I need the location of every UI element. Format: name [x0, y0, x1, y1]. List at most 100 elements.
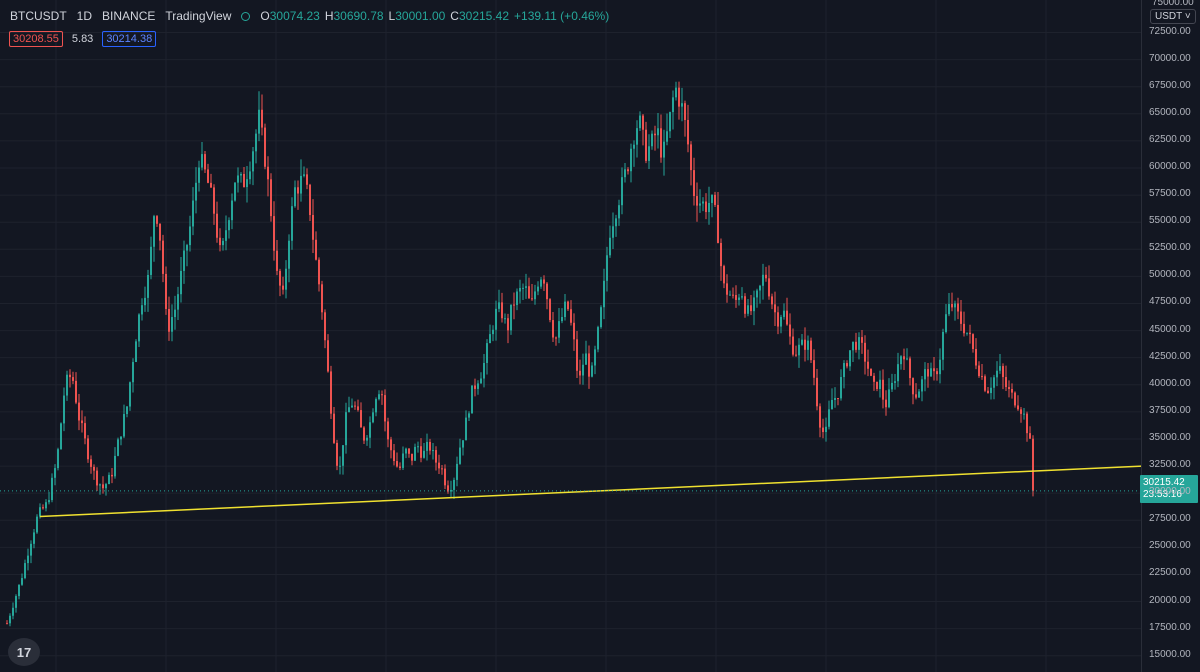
- candle-body: [465, 417, 467, 441]
- chevron-down-icon: ˅: [1184, 11, 1191, 22]
- candle-body: [456, 463, 458, 480]
- candle-body: [915, 394, 917, 398]
- candle-body: [939, 359, 941, 375]
- candle-body: [750, 305, 752, 312]
- candle-body: [288, 240, 290, 269]
- candle-body: [282, 285, 284, 290]
- candle-body: [360, 410, 362, 428]
- candle-body: [1026, 413, 1028, 434]
- candle-body: [693, 170, 695, 197]
- candle-body: [876, 381, 878, 389]
- candle-body: [336, 442, 338, 466]
- candle-body: [963, 323, 965, 334]
- candle-body: [420, 446, 422, 458]
- ohlc-values: O30074.23 H30690.78 L30001.00 C30215.42 …: [260, 9, 609, 23]
- candle-body: [606, 255, 608, 281]
- candle-body: [15, 596, 17, 608]
- bid-price-button[interactable]: 30208.55: [9, 31, 63, 47]
- candle-body: [168, 308, 170, 332]
- candle-body: [663, 141, 665, 158]
- candle-body: [402, 453, 404, 468]
- y-tick-label: 62500.00: [1149, 133, 1191, 145]
- candle-body: [240, 174, 242, 176]
- candle-body: [87, 438, 89, 460]
- candle-body: [945, 314, 947, 332]
- open-value: 30074.23: [269, 9, 320, 23]
- candle-body: [777, 312, 779, 327]
- candle-body: [252, 151, 254, 172]
- y-tick-label: 72500.00: [1149, 25, 1191, 37]
- symbol-name[interactable]: BTCUSDT: [10, 9, 67, 23]
- candle-body: [435, 450, 437, 463]
- candle-body: [834, 398, 836, 400]
- ask-price-button[interactable]: 30214.38: [102, 31, 157, 47]
- symbol-legend: BTCUSDT 1D BINANCE TradingView O30074.23…: [10, 9, 609, 23]
- tradingview-logo-icon[interactable]: 17: [8, 638, 40, 666]
- y-tick-label: 57500.00: [1149, 188, 1191, 200]
- candle-body: [393, 450, 395, 462]
- candle-body: [960, 311, 962, 324]
- candle-body: [306, 174, 308, 185]
- candle-body: [36, 516, 38, 533]
- candle-body: [981, 376, 983, 378]
- candle-body: [855, 341, 857, 350]
- candle-body: [987, 390, 989, 394]
- candle-body: [153, 216, 155, 247]
- candle-body: [933, 368, 935, 372]
- candle-body: [144, 297, 146, 306]
- open-label: O: [260, 9, 270, 23]
- candle-body: [723, 266, 725, 284]
- candle-body: [972, 334, 974, 349]
- candle-body: [129, 382, 131, 407]
- low-value: 30001.00: [395, 9, 446, 23]
- candle-body: [363, 427, 365, 441]
- candle-body: [588, 353, 590, 377]
- candle-body: [669, 112, 671, 132]
- y-tick-label: 55000.00: [1149, 215, 1191, 227]
- candle-body: [759, 285, 761, 291]
- candle-body: [228, 220, 230, 231]
- candle-body: [219, 237, 221, 246]
- candle-body: [564, 301, 566, 318]
- candle-body: [414, 446, 416, 461]
- y-tick-label: 27500.00: [1149, 513, 1191, 525]
- currency-selector[interactable]: USDT ˅: [1150, 9, 1196, 24]
- price-plot[interactable]: [0, 0, 1142, 672]
- candle-body: [753, 297, 755, 312]
- candle-body: [735, 295, 737, 300]
- y-tick-label: 17500.00: [1149, 621, 1191, 633]
- candle-body: [78, 402, 80, 421]
- candle-body: [849, 350, 851, 367]
- candle-body: [57, 449, 59, 469]
- candle-body: [141, 305, 143, 315]
- price-axis[interactable]: [1142, 0, 1200, 672]
- y-tick-label: 67500.00: [1149, 79, 1191, 91]
- quote-badges: 30208.55 5.83 30214.38: [9, 31, 157, 47]
- candle-body: [900, 356, 902, 365]
- interval[interactable]: 1D: [76, 9, 93, 23]
- candle-body: [315, 239, 317, 260]
- candle-body: [474, 385, 476, 389]
- candle-body: [450, 489, 452, 492]
- candle-body: [534, 291, 536, 300]
- candle-body: [630, 148, 632, 172]
- candle-body: [906, 358, 908, 360]
- candle-body: [951, 304, 953, 308]
- candle-body: [888, 389, 890, 408]
- candle-body: [447, 485, 449, 492]
- candle-body: [318, 259, 320, 285]
- candle-body: [138, 314, 140, 342]
- candle-body: [624, 169, 626, 178]
- candle-body: [705, 201, 707, 213]
- candle-body: [93, 466, 95, 471]
- candle-body: [297, 187, 299, 194]
- candle-body: [468, 413, 470, 418]
- candle-body: [990, 387, 992, 394]
- candle-body: [81, 420, 83, 424]
- candle-body: [339, 465, 341, 467]
- candle-body: [243, 174, 245, 188]
- candle-body: [300, 175, 302, 194]
- candle-body: [654, 133, 656, 136]
- candle-body: [285, 268, 287, 290]
